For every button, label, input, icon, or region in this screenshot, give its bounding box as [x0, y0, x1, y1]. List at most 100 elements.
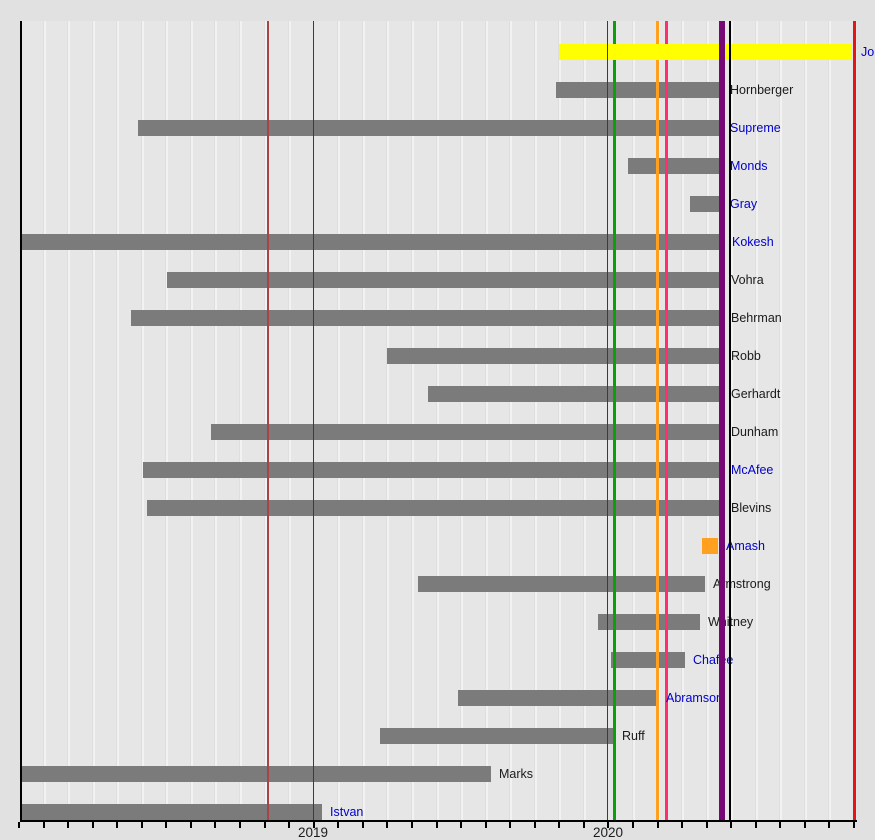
candidate-label-chafee[interactable]: Chafee [693, 653, 734, 667]
axis-tick [484, 822, 487, 828]
event-line-2020-11 [853, 21, 856, 821]
axis-tick [558, 822, 561, 828]
timeline-bar-mcafee [143, 462, 723, 478]
candidate-label-ruff: Ruff [622, 729, 645, 743]
axis-tick [410, 822, 413, 828]
month-gridline [754, 21, 758, 821]
timeline-bar-gerhardt [428, 386, 723, 402]
month-gridline [214, 21, 218, 821]
month-gridline [140, 21, 144, 821]
timeline-bar-monds [628, 158, 723, 174]
axis-tick [705, 822, 708, 828]
candidate-label-istvan[interactable]: Istvan [330, 805, 364, 819]
y-axis-line [20, 21, 22, 822]
month-gridline [460, 21, 464, 821]
candidate-label-vohra: Vohra [731, 273, 764, 287]
axis-tick [509, 822, 512, 828]
axis-tick [263, 822, 266, 828]
event-line-2020-01 [607, 21, 608, 821]
candidate-label-supreme[interactable]: Supreme [730, 121, 781, 135]
axis-tick [386, 822, 389, 828]
candidate-label-gerhardt: Gerhardt [731, 387, 781, 401]
event-line-2020-06 [729, 21, 731, 821]
timeline-bar-behrman [131, 310, 723, 326]
timeline-bar-abramson [458, 690, 656, 706]
axis-tick [607, 822, 610, 828]
candidate-label-gray[interactable]: Gray [730, 197, 758, 211]
candidate-label-blevins: Blevins [731, 501, 772, 515]
candidate-label-amash[interactable]: Amash [726, 539, 765, 553]
axis-tick [239, 822, 242, 828]
event-line-2020-03 [665, 21, 668, 821]
axis-tick [140, 822, 143, 828]
axis-tick [288, 822, 291, 828]
candidate-label-dunham: Dunham [731, 425, 779, 439]
axis-tick [828, 822, 831, 828]
axis-tick [779, 822, 782, 828]
month-gridline [582, 21, 586, 821]
timeline-bar-jo [559, 44, 852, 60]
candidate-label-hornberger: Hornberger [730, 83, 794, 97]
timeline-bar-ruff [380, 728, 613, 744]
timeline-bar-whitney [598, 614, 700, 630]
timeline-bar-vohra [167, 272, 723, 288]
month-gridline [435, 21, 439, 821]
candidate-label-behrman: Behrman [731, 311, 782, 325]
event-line-2019-01 [313, 21, 314, 821]
axis-tick [656, 822, 659, 828]
timeline-bar-chafee [611, 652, 685, 668]
month-gridline [337, 21, 341, 821]
timeline-bar-armstrong [418, 576, 705, 592]
axis-tick [67, 822, 70, 828]
candidate-label-monds[interactable]: Monds [730, 159, 768, 173]
candidate-label-robb: Robb [731, 349, 761, 363]
timeline-bar-marks [20, 766, 491, 782]
timeline-bar-istvan [20, 804, 322, 820]
axis-tick [632, 822, 634, 828]
axis-year-label-2020: 2020 [592, 825, 624, 840]
axis-tick [730, 822, 733, 828]
axis-tick [165, 822, 168, 828]
month-gridline [533, 21, 537, 821]
month-gridline [779, 21, 783, 821]
axis-year-label-2019: 2019 [297, 825, 329, 840]
candidate-label-mcafee[interactable]: McAfee [731, 463, 774, 477]
axis-tick [435, 822, 438, 828]
axis-tick [42, 822, 45, 828]
axis-tick [803, 822, 806, 828]
axis-tick [582, 822, 585, 828]
event-line-2020-01 [613, 21, 616, 821]
axis-tick [460, 822, 463, 828]
month-gridline [361, 21, 365, 821]
month-gridline [116, 21, 120, 821]
axis-tick [337, 822, 340, 828]
month-gridline [705, 21, 709, 821]
month-gridline [681, 21, 685, 821]
timeline-bar-robb [387, 348, 723, 364]
candidate-label-kokesh[interactable]: Kokesh [732, 235, 774, 249]
candidate-label-armstrong: Armstrong [713, 577, 771, 591]
axis-tick [853, 822, 856, 828]
month-gridline [288, 21, 292, 821]
month-gridline [386, 21, 390, 821]
timeline-bar-kokesh [20, 234, 723, 250]
event-line-2020-05 [719, 21, 725, 821]
month-gridline [803, 21, 807, 821]
month-gridline [42, 21, 46, 821]
timeline-bar-supreme [138, 120, 723, 136]
timeline-bar-hornberger [556, 82, 723, 98]
timeline-bar-gray [690, 196, 723, 212]
axis-tick [91, 822, 94, 828]
axis-tick [361, 822, 364, 828]
x-axis-line [20, 820, 857, 822]
event-line-2018-11 [267, 21, 269, 821]
month-gridline [632, 21, 635, 821]
candidate-label-abramson[interactable]: Abramson [666, 691, 723, 705]
axis-tick [754, 822, 757, 828]
candidate-label-jo[interactable]: Jo [861, 45, 875, 59]
timeline-bar-blevins [147, 500, 723, 516]
month-gridline [91, 21, 95, 821]
axis-tick [681, 822, 684, 828]
month-gridline [509, 21, 513, 821]
